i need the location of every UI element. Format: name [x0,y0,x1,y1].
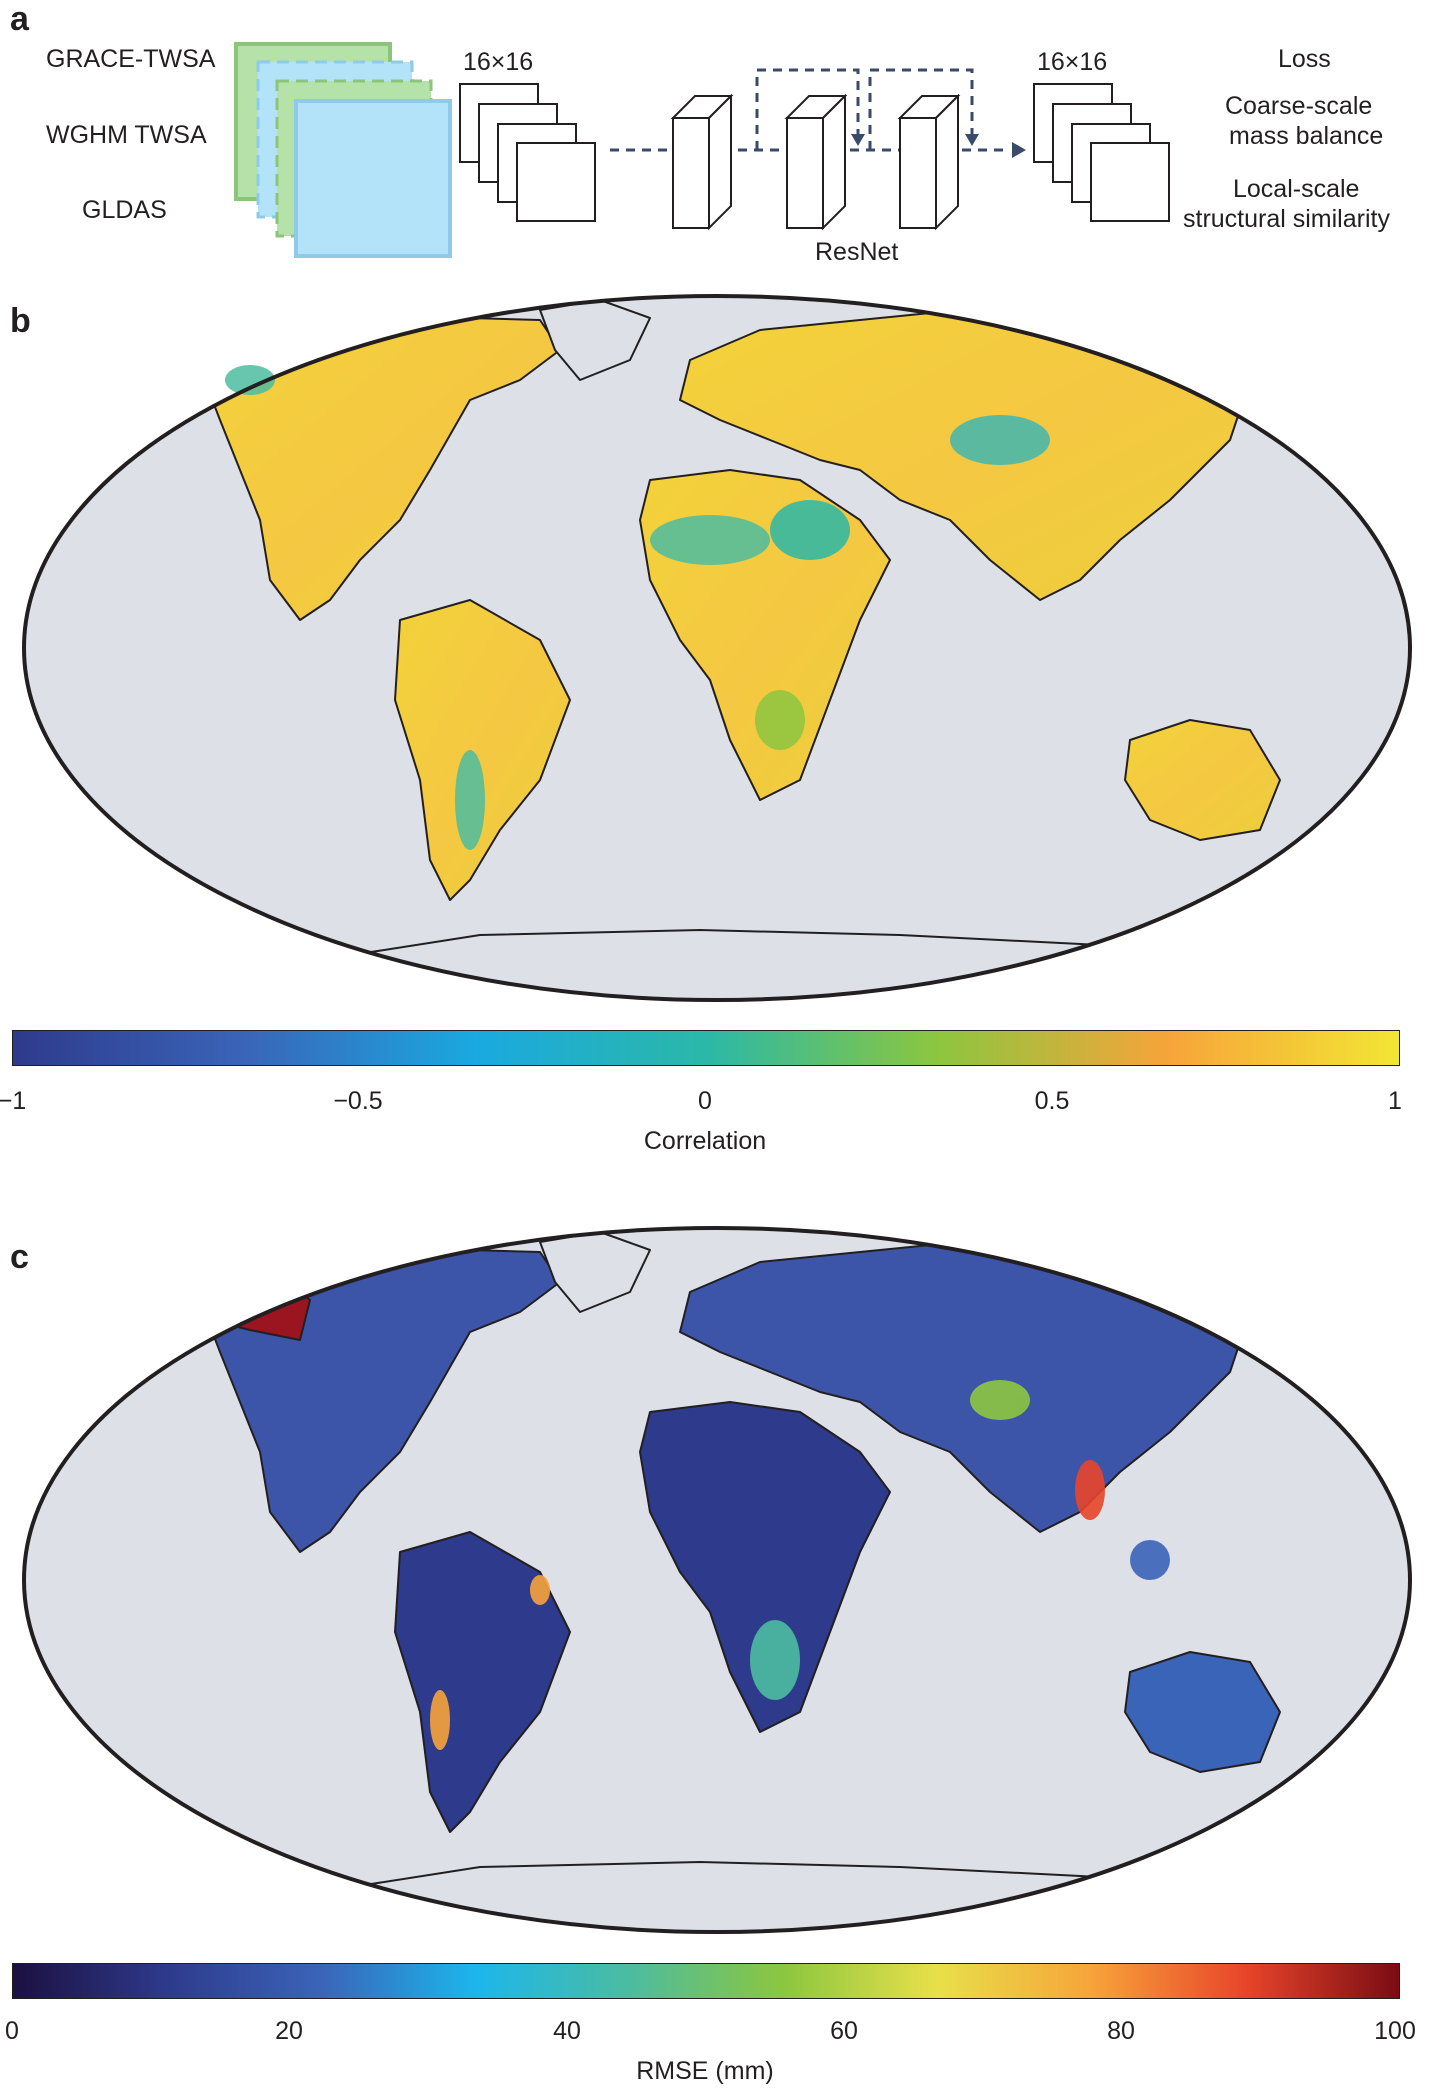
input-label-wghm: WGHM TWSA [46,121,207,149]
panel-c-letter: c [10,1238,29,1276]
rmse-map [22,1226,1412,1934]
corr-tick-neg1: −1 [0,1087,27,1115]
corr-tick-0: 0 [698,1087,712,1115]
resnet-block-2 [784,93,848,231]
correlation-colorbar-title: Correlation [643,1127,767,1155]
flow-arrowhead [1012,142,1026,158]
continent-south-america-b [394,599,571,901]
grid-stack-output [1033,83,1170,222]
corr-tick-05: 0.5 [1034,1087,1070,1115]
input-square-front [294,99,452,258]
alaska-high-rmse-c [199,1276,311,1341]
continent-africa-c [639,1401,891,1733]
continent-australia-c [1124,1651,1281,1773]
input-stack-diagram [234,42,1170,258]
correlation-map [22,294,1412,1002]
rmse-tick-40: 40 [553,2017,581,2045]
loss-term-1-line-2: mass balance [1229,122,1384,150]
loss-term-1-line-1: Coarse-scale [1225,92,1373,120]
input-label-gldas: GLDAS [82,196,167,224]
resnet-block-1 [670,93,734,231]
rmse-tick-60: 60 [830,2017,858,2045]
rmse-tick-0: 0 [5,2017,19,2045]
loss-term-2-line-1: Local-scale [1233,175,1360,203]
rmse-tick-100: 100 [1374,2017,1416,2045]
network-label: ResNet [815,238,899,266]
resnet-block-3 [897,93,961,231]
rmse-colorbar [12,1963,1400,1999]
panel-a-letter: a [10,0,29,38]
panel-b-letter: b [10,302,31,340]
input-label-grace: GRACE-TWSA [46,45,216,73]
skip-connections [755,68,974,150]
continent-australia-b [1124,719,1281,841]
rmse-colorbar-title: RMSE (mm) [636,2057,774,2085]
rmse-patches-c [430,1380,1170,1750]
corr-tick-neg05: −0.5 [333,1087,383,1115]
corr-tick-1: 1 [1388,1087,1402,1115]
loss-term-2-line-2: structural similarity [1183,205,1390,233]
rmse-tick-80: 80 [1107,2017,1135,2045]
grid-stack-input [459,83,596,222]
correlation-colorbar [12,1030,1400,1066]
rmse-tick-20: 20 [275,2017,303,2045]
grid-size-output-label: 16×16 [1037,48,1108,76]
grid-size-input-label: 16×16 [463,48,534,76]
continent-south-america-c [394,1531,571,1833]
low-correlation-patches-b [225,365,1050,850]
loss-title: Loss [1278,45,1331,73]
